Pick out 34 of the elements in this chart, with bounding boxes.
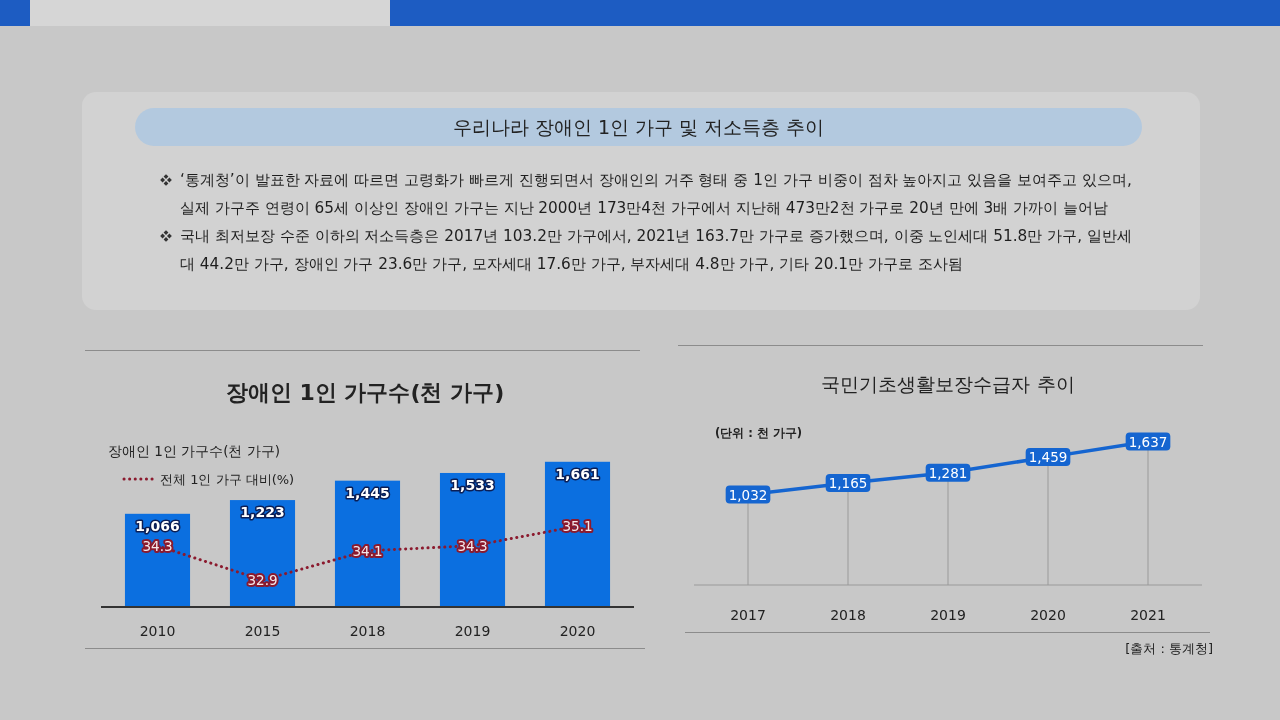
data-label: 1,459 (1028, 449, 1068, 466)
x-tick-label: 2010 (139, 623, 176, 639)
legend-title: 장애인 1인 가구수(천 가구) (108, 443, 280, 459)
data-label: 1,533 (450, 476, 495, 493)
data-label: 1,637 (1128, 433, 1168, 450)
x-tick-label: 2018 (830, 607, 866, 623)
data-label: 1,165 (828, 474, 868, 491)
data-label: 32.9 (247, 572, 278, 589)
chart-subtitle: (단위 : 천 가구) (715, 426, 803, 440)
legend-label: 전체 1인 가구 대비(%) (160, 472, 295, 487)
data-label: 1,445 (345, 484, 390, 501)
x-tick-label: 2020 (559, 623, 596, 639)
data-label: 34.1 (352, 542, 383, 559)
x-tick-label: 2020 (1030, 607, 1066, 623)
data-label: 1,223 (240, 504, 285, 521)
x-tick-label: 2019 (930, 607, 966, 623)
data-label: 1,066 (135, 517, 180, 534)
x-tick-label: 2015 (244, 623, 281, 639)
data-label: 1,032 (728, 486, 768, 503)
data-label: 34.3 (142, 537, 173, 554)
text: 국내 최저보장 수준 이하의 저소득층은 2017년 103.2만 가구에서, 2021년 163.7만 가구로 증가했으며, 이중 노인세대 51.8만 가구, 일반세대 44.2만 가구, 장애인 가구 23.6만 가구, 모자세대 17.6만 가구, 부자세대 4.8만 가구, 기타 20.1만 가구로 조사됨 (180, 227, 1132, 273)
chart-title: 장애인 1인 가구수(천 가구) (225, 380, 505, 405)
data-label: 1,281 (928, 464, 968, 481)
text: ‘통계청’이 발표한 자료에 따르면 고령화가 빠르게 진행되면서 장애인의 거주 형태 중 1인 가구 비중이 점차 높아지고 있음을 보여주고 있으며, 실제 가구주 연령이 65세 이상인 장애인 가구는 지난 2000년 173만4천 가구에서 지난해 473만2천 가구로 20년 만에 3배 가까이 늘어남 (180, 171, 1132, 217)
data-label: 35.1 (562, 518, 593, 535)
chart-title: 국민기초생활보장수급자 추이 (821, 373, 1075, 395)
x-tick-label: 2019 (454, 623, 491, 639)
text: [출처 : 통계청] (1125, 641, 1213, 656)
x-tick-label: 2021 (1130, 607, 1166, 623)
text: 우리나라 장애인 1인 가구 및 저소득층 추이 (135, 108, 1142, 146)
x-tick-label: 2017 (730, 607, 766, 623)
data-label: 1,661 (555, 465, 600, 482)
x-tick-label: 2018 (349, 623, 386, 639)
data-label: 34.3 (457, 537, 488, 554)
